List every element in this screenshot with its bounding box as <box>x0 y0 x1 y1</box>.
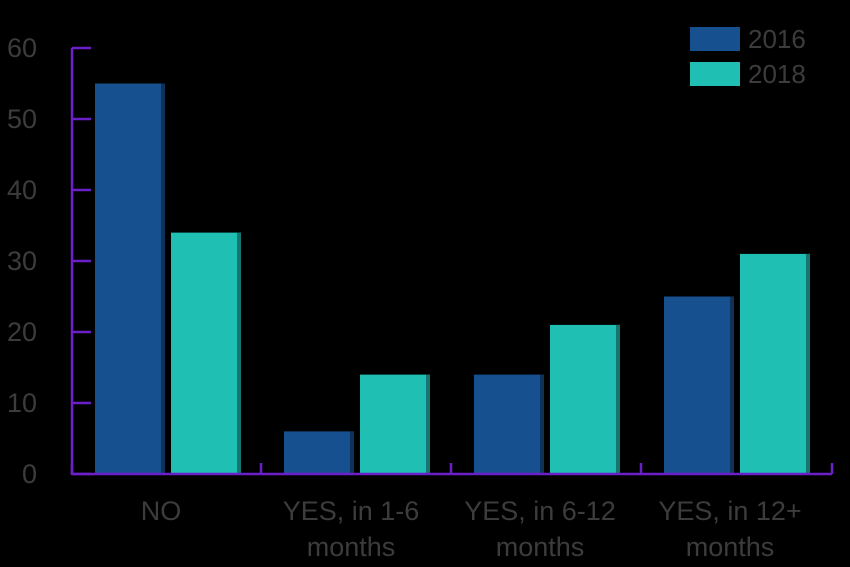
bar-2016-3 <box>664 296 734 474</box>
y-tick-label: 0 <box>22 459 37 489</box>
bar-edge <box>161 83 165 474</box>
legend-item-2018: 2018 <box>690 59 806 89</box>
axes <box>70 46 834 476</box>
y-tick-label: 20 <box>7 317 37 347</box>
bar-edge <box>350 431 354 474</box>
legend: 2016 2018 <box>690 24 806 89</box>
y-tick-label: 50 <box>7 104 37 134</box>
y-tick-labels: 0 10 20 30 40 50 60 <box>7 33 37 489</box>
bar-2016-0 <box>95 83 165 474</box>
x-category-labels: NO YES, in 1-6 months YES, in 6-12 months YES… <box>141 496 802 562</box>
bars-layer <box>95 83 810 474</box>
bar-body <box>740 253 810 474</box>
bar-2018-3 <box>740 253 810 474</box>
bar-2018-0 <box>171 232 241 474</box>
y-tick-label: 10 <box>7 388 37 418</box>
bar-edge <box>237 232 241 474</box>
bar-body <box>550 324 620 474</box>
x-category-label: YES, in 1-6 months <box>283 496 420 562</box>
x-category-label: YES, in 12+ months <box>658 496 801 562</box>
legend-label: 2018 <box>748 59 806 89</box>
legend-swatch <box>690 27 740 51</box>
bar-edge <box>426 374 430 474</box>
bar-2016-1 <box>284 431 354 474</box>
bar-edge <box>540 374 544 474</box>
legend-item-2016: 2016 <box>690 24 806 54</box>
bar-2018-2 <box>550 324 620 474</box>
bar-body <box>95 83 165 474</box>
bar-edge <box>616 324 620 474</box>
y-tick-label: 60 <box>7 33 37 63</box>
bar-body <box>360 374 430 474</box>
legend-swatch <box>690 62 740 86</box>
y-tick-label: 40 <box>7 175 37 205</box>
bar-2018-1 <box>360 374 430 474</box>
x-category-label: NO <box>141 496 182 526</box>
y-tick-label: 30 <box>7 246 37 276</box>
bar-body <box>284 431 354 474</box>
bar-body <box>664 296 734 474</box>
x-category-label: YES, in 6-12 months <box>464 496 616 562</box>
bar-edge <box>730 296 734 474</box>
bar-body <box>171 232 241 474</box>
legend-label: 2016 <box>748 24 806 54</box>
bar-2016-2 <box>474 374 544 474</box>
bar-edge <box>806 253 810 474</box>
bar-body <box>474 374 544 474</box>
